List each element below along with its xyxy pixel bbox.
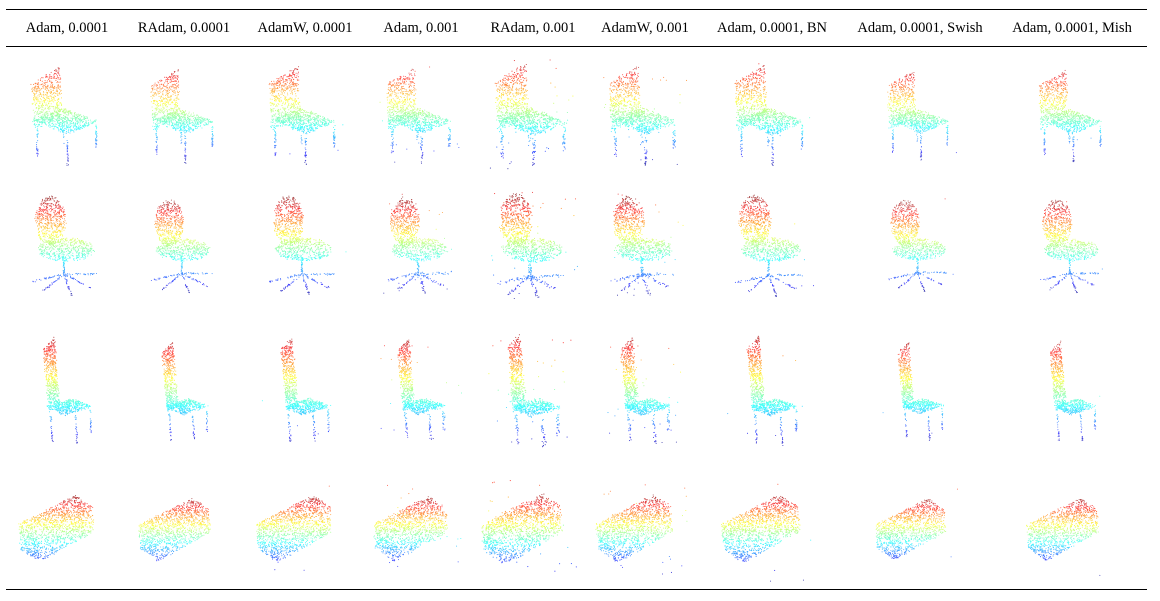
- office-swivel-chair-point-cloud: [32, 195, 98, 297]
- office-swivel-chair-point-cloud: [491, 191, 578, 300]
- chair-straight-back-point-cloud: [30, 67, 98, 167]
- office-swivel-chair-point-cloud: [735, 194, 815, 298]
- point-cloud-thumbnail: [708, 465, 835, 592]
- chair-straight-back-point-cloud: [1038, 69, 1102, 162]
- point-cloud-grid: [0, 47, 1160, 587]
- tall-back-chair-point-cloud: [727, 336, 804, 447]
- tall-back-chair-point-cloud: [262, 338, 332, 443]
- column-label: Adam, 0.0001, BN: [717, 20, 827, 37]
- column-label: AdamW, 0.0001: [258, 20, 353, 37]
- column-label: Adam, 0.0001, Mish: [1012, 20, 1132, 37]
- point-cloud-thumbnail: [708, 328, 835, 455]
- sofa-point-cloud: [875, 488, 958, 559]
- sofa-point-cloud: [18, 495, 95, 560]
- point-cloud-thumbnail: [361, 185, 481, 305]
- point-cloud-thumbnail: [708, 181, 835, 308]
- point-cloud-thumbnail: [468, 180, 598, 310]
- office-swivel-chair-point-cloud: [1039, 199, 1103, 293]
- point-cloud-thumbnail: [468, 50, 598, 180]
- point-cloud-thumbnail: [5, 183, 129, 307]
- point-cloud-thumbnail: [126, 471, 243, 588]
- sofa-point-cloud: [373, 485, 462, 568]
- column-label: Adam, 0.001: [383, 20, 458, 37]
- column-label: RAdam, 0.0001: [138, 20, 230, 37]
- point-cloud-thumbnail: [1014, 57, 1131, 174]
- point-cloud-thumbnail: [126, 187, 243, 304]
- point-cloud-thumbnail: [468, 464, 598, 594]
- point-cloud-thumbnail: [863, 58, 977, 172]
- tall-back-chair-point-cloud: [1049, 340, 1100, 441]
- point-cloud-thumbnail: [1014, 187, 1131, 304]
- point-cloud-thumbnail: [583, 330, 707, 454]
- column-header-row: Adam, 0.0001 RAdam, 0.0001 AdamW, 0.0001…: [0, 12, 1160, 44]
- chair-straight-back-point-cloud: [734, 63, 811, 167]
- tall-back-chair-point-cloud: [161, 341, 208, 441]
- point-cloud-thumbnail: [863, 335, 977, 449]
- tall-back-chair-point-cloud: [607, 337, 682, 445]
- header-rule: [6, 46, 1147, 47]
- chair-straight-back-point-cloud: [887, 71, 957, 161]
- point-cloud-thumbnail: [243, 467, 367, 591]
- chair-straight-back-point-cloud: [149, 68, 214, 164]
- point-cloud-thumbnail: [243, 330, 367, 454]
- sofa-point-cloud: [721, 484, 812, 582]
- office-swivel-chair-point-cloud: [269, 195, 347, 296]
- point-cloud-thumbnail: [583, 53, 707, 177]
- sofa-point-cloud: [481, 480, 577, 572]
- column-label: Adam, 0.0001, Swish: [857, 20, 982, 37]
- tall-back-chair-point-cloud: [882, 342, 944, 441]
- point-cloud-thumbnail: [863, 188, 977, 302]
- sofa-point-cloud: [137, 497, 211, 561]
- tall-back-chair-point-cloud: [380, 339, 463, 441]
- office-swivel-chair-point-cloud: [888, 198, 954, 292]
- point-cloud-thumbnail: [361, 469, 481, 589]
- sofa-point-cloud: [595, 484, 688, 575]
- tall-back-chair-point-cloud: [488, 334, 572, 448]
- point-cloud-thumbnail: [5, 53, 129, 177]
- point-cloud-thumbnail: [583, 183, 707, 307]
- point-cloud-thumbnail: [243, 183, 367, 307]
- table-top-rule: [6, 9, 1147, 11]
- sofa-point-cloud: [256, 485, 332, 572]
- point-cloud-thumbnail: [1014, 471, 1131, 588]
- point-cloud-thumbnail: [126, 57, 243, 174]
- point-cloud-thumbnail: [361, 55, 481, 175]
- column-label: AdamW, 0.001: [601, 20, 689, 37]
- chair-straight-back-point-cloud: [268, 66, 344, 166]
- point-cloud-thumbnail: [863, 472, 977, 586]
- chair-straight-back-point-cloud: [489, 59, 574, 170]
- column-label: Adam, 0.0001: [26, 20, 109, 37]
- chair-straight-back-point-cloud: [379, 66, 460, 164]
- table-bottom-rule: [6, 589, 1147, 591]
- point-cloud-thumbnail: [708, 51, 835, 178]
- point-cloud-thumbnail: [361, 332, 481, 452]
- office-swivel-chair-point-cloud: [150, 199, 213, 293]
- point-cloud-thumbnail: [5, 467, 129, 591]
- point-cloud-thumbnail: [583, 467, 707, 591]
- column-label: RAdam, 0.001: [491, 20, 576, 37]
- point-cloud-thumbnail: [468, 327, 598, 457]
- office-swivel-chair-point-cloud: [610, 193, 684, 297]
- sofa-point-cloud: [1025, 498, 1100, 576]
- office-swivel-chair-point-cloud: [383, 193, 453, 294]
- point-cloud-thumbnail: [1014, 334, 1131, 451]
- chair-straight-back-point-cloud: [603, 66, 688, 167]
- point-cloud-thumbnail: [5, 330, 129, 454]
- point-cloud-thumbnail: [243, 53, 367, 177]
- point-cloud-thumbnail: [126, 334, 243, 451]
- tall-back-chair-point-cloud: [43, 337, 93, 444]
